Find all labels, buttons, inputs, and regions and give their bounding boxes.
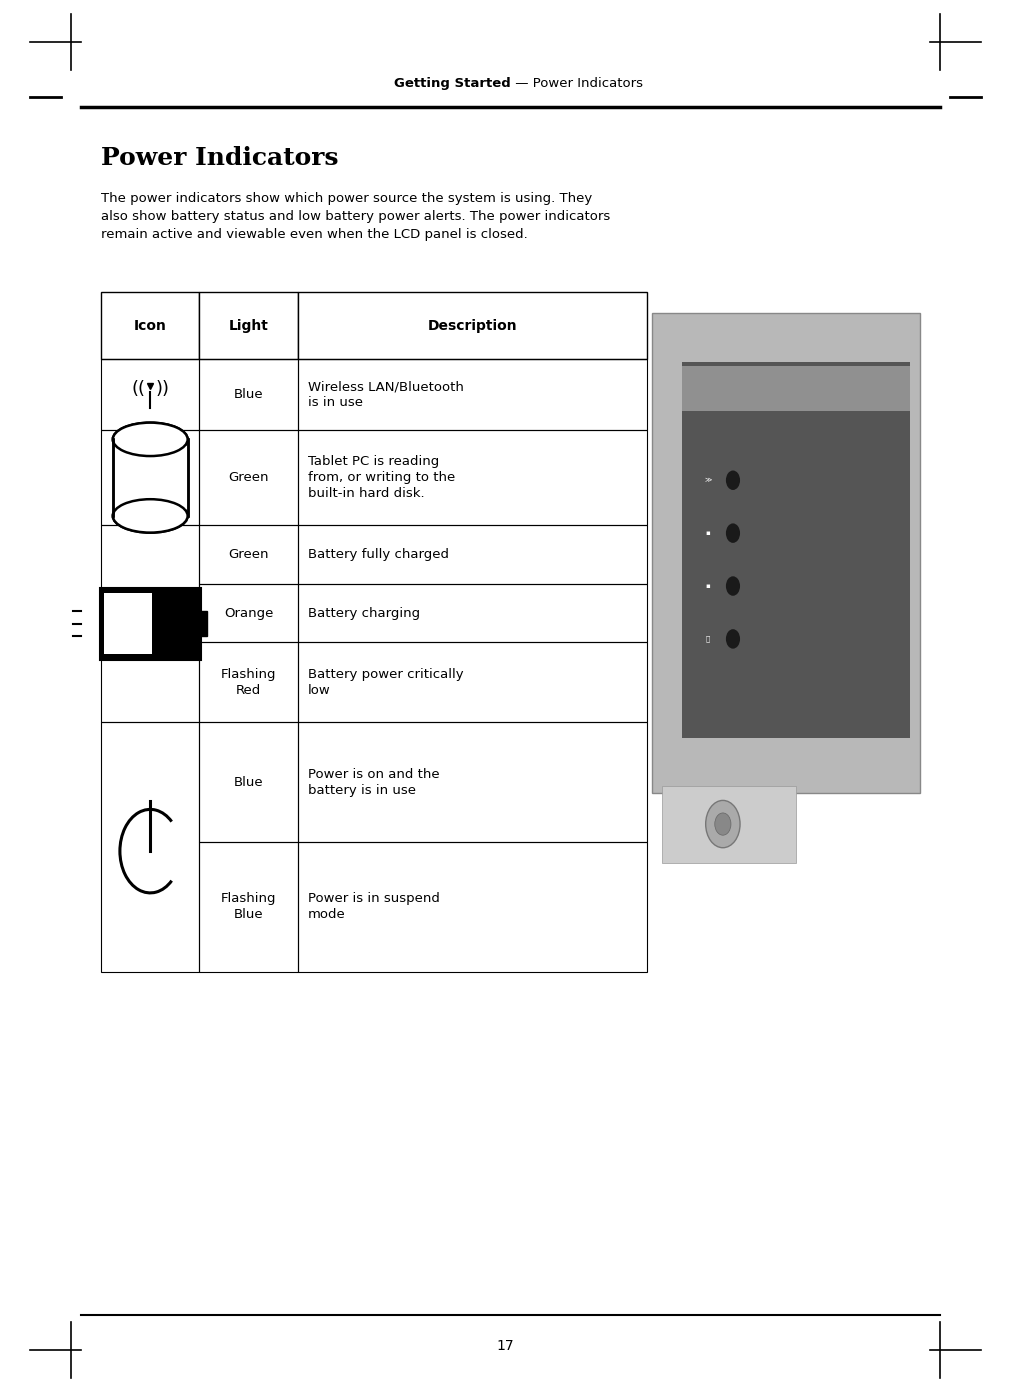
Bar — [662, 786, 797, 863]
Bar — [199, 430, 297, 525]
Ellipse shape — [113, 423, 188, 457]
Bar — [199, 722, 297, 842]
Text: — Power Indicators: — Power Indicators — [511, 78, 643, 90]
Bar — [199, 292, 297, 359]
Text: Description: Description — [428, 319, 518, 333]
Text: Wireless LAN/Bluetooth
is in use: Wireless LAN/Bluetooth is in use — [307, 380, 464, 409]
Bar — [199, 525, 297, 583]
Ellipse shape — [113, 500, 188, 533]
Text: Battery fully charged: Battery fully charged — [307, 548, 449, 561]
Bar — [297, 722, 647, 842]
Circle shape — [715, 813, 731, 835]
Circle shape — [706, 800, 740, 848]
Bar — [297, 292, 647, 359]
Bar — [101, 525, 199, 722]
Text: Getting Started: Getting Started — [394, 78, 511, 90]
Bar — [652, 313, 920, 793]
Bar — [101, 359, 199, 430]
Text: Green: Green — [228, 548, 269, 561]
Bar — [297, 430, 647, 525]
Text: 17: 17 — [496, 1339, 515, 1353]
Circle shape — [726, 629, 740, 649]
Text: Power is in suspend
mode: Power is in suspend mode — [307, 892, 440, 922]
Bar — [682, 362, 910, 738]
Text: Light: Light — [228, 319, 269, 333]
Bar — [199, 359, 297, 430]
Bar — [101, 430, 199, 525]
Circle shape — [726, 576, 740, 596]
Text: Tablet PC is reading
from, or writing to the
built-in hard disk.: Tablet PC is reading from, or writing to… — [307, 455, 455, 500]
Bar — [297, 642, 647, 722]
Bar — [201, 611, 207, 636]
Circle shape — [726, 470, 740, 490]
Bar — [682, 366, 910, 411]
Ellipse shape — [113, 423, 188, 457]
Text: ▪: ▪ — [706, 530, 710, 536]
Text: Blue: Blue — [234, 388, 263, 401]
Text: ▪: ▪ — [706, 583, 710, 589]
Bar — [101, 292, 199, 359]
Text: Blue: Blue — [234, 775, 263, 789]
Text: Orange: Orange — [223, 607, 273, 619]
Bar — [199, 583, 297, 642]
Bar — [115, 440, 186, 516]
Text: ⏻: ⏻ — [706, 636, 710, 642]
Text: ≫: ≫ — [704, 477, 712, 483]
Text: Green: Green — [228, 470, 269, 484]
Bar — [297, 583, 647, 642]
Text: Flashing
Red: Flashing Red — [220, 668, 276, 697]
Bar — [199, 842, 297, 972]
Text: Flashing
Blue: Flashing Blue — [220, 892, 276, 922]
Text: Icon: Icon — [133, 319, 167, 333]
Text: ((: (( — [131, 380, 146, 398]
Text: The power indicators show which power source the system is using. They
also show: The power indicators show which power so… — [101, 192, 611, 241]
Bar — [104, 593, 153, 654]
Text: Battery charging: Battery charging — [307, 607, 420, 619]
Ellipse shape — [113, 500, 188, 533]
Circle shape — [726, 523, 740, 543]
Text: )): )) — [156, 380, 169, 398]
Bar — [199, 642, 297, 722]
Bar — [297, 842, 647, 972]
Text: Power is on and the
battery is in use: Power is on and the battery is in use — [307, 768, 440, 796]
Bar — [297, 359, 647, 430]
Text: Battery power critically
low: Battery power critically low — [307, 668, 463, 697]
Bar — [100, 587, 201, 660]
Text: Power Indicators: Power Indicators — [101, 146, 339, 170]
Bar — [101, 722, 199, 972]
Bar — [297, 525, 647, 583]
